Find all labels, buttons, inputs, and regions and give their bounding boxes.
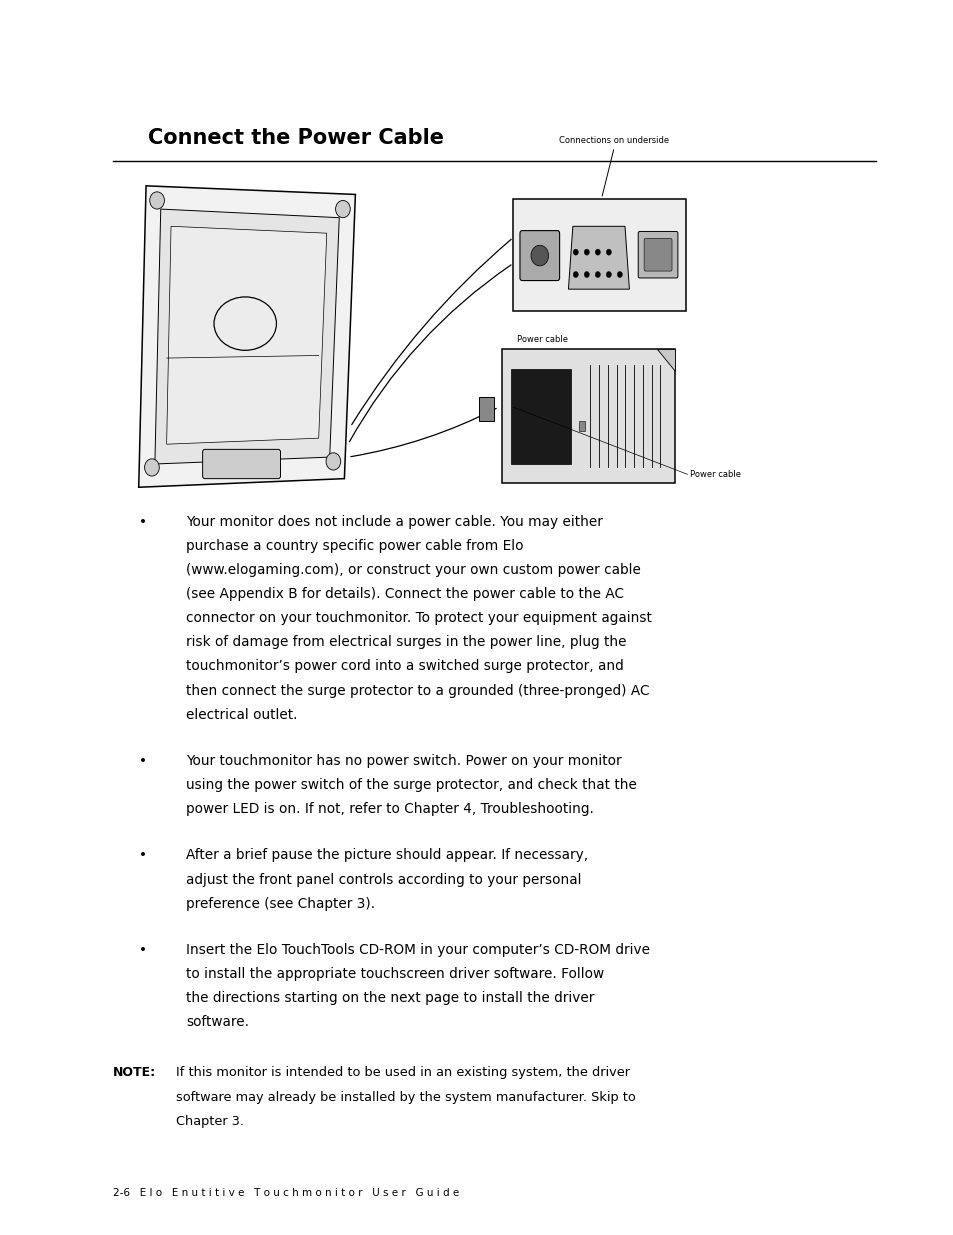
Circle shape bbox=[606, 272, 611, 278]
Text: then connect the surge protector to a grounded (three-pronged) AC: then connect the surge protector to a gr… bbox=[186, 684, 649, 698]
Circle shape bbox=[573, 272, 578, 278]
Text: Power cable: Power cable bbox=[689, 469, 740, 479]
Circle shape bbox=[531, 246, 548, 266]
Circle shape bbox=[583, 272, 589, 278]
Text: Power cable: Power cable bbox=[517, 335, 567, 343]
FancyBboxPatch shape bbox=[202, 450, 280, 479]
Text: power LED is on. If not, refer to Chapter 4, Troubleshooting.: power LED is on. If not, refer to Chapte… bbox=[186, 803, 594, 816]
Polygon shape bbox=[656, 350, 674, 370]
Polygon shape bbox=[568, 226, 629, 289]
FancyBboxPatch shape bbox=[638, 231, 678, 278]
Text: Your monitor does not include a power cable. You may either: Your monitor does not include a power ca… bbox=[186, 515, 602, 529]
Circle shape bbox=[583, 249, 589, 256]
Text: using the power switch of the surge protector, and check that the: using the power switch of the surge prot… bbox=[186, 778, 637, 792]
Text: connector on your touchmonitor. To protect your equipment against: connector on your touchmonitor. To prote… bbox=[186, 611, 651, 625]
Text: the directions starting on the next page to install the driver: the directions starting on the next page… bbox=[186, 992, 594, 1005]
Text: •: • bbox=[139, 515, 147, 529]
Text: •: • bbox=[139, 753, 147, 768]
Text: Your touchmonitor has no power switch. Power on your monitor: Your touchmonitor has no power switch. P… bbox=[186, 753, 621, 768]
Text: Connections on underside: Connections on underside bbox=[558, 136, 669, 146]
FancyBboxPatch shape bbox=[513, 199, 685, 311]
Text: Connect the Power Cable: Connect the Power Cable bbox=[148, 128, 443, 148]
Circle shape bbox=[150, 191, 164, 209]
Text: If this monitor is intended to be used in an existing system, the driver: If this monitor is intended to be used i… bbox=[176, 1067, 630, 1079]
Circle shape bbox=[573, 249, 578, 256]
Bar bbox=[478, 396, 493, 421]
Circle shape bbox=[335, 200, 350, 217]
Text: (see Appendix B for details). Connect the power cable to the AC: (see Appendix B for details). Connect th… bbox=[186, 588, 623, 601]
Bar bbox=[578, 421, 585, 431]
Polygon shape bbox=[138, 185, 355, 488]
Polygon shape bbox=[154, 209, 339, 464]
Text: purchase a country specific power cable from Elo: purchase a country specific power cable … bbox=[186, 538, 523, 553]
Text: After a brief pause the picture should appear. If necessary,: After a brief pause the picture should a… bbox=[186, 848, 588, 862]
FancyBboxPatch shape bbox=[519, 231, 559, 280]
Circle shape bbox=[145, 459, 159, 475]
Text: software.: software. bbox=[186, 1015, 249, 1029]
FancyBboxPatch shape bbox=[643, 238, 671, 272]
Text: 2-6   E l o   E n u t i t i v e   T o u c h m o n i t o r   U s e r   G u i d e: 2-6 E l o E n u t i t i v e T o u c h m … bbox=[112, 1188, 458, 1198]
Circle shape bbox=[606, 249, 611, 256]
Text: •: • bbox=[139, 944, 147, 957]
Text: to install the appropriate touchscreen driver software. Follow: to install the appropriate touchscreen d… bbox=[186, 967, 603, 981]
Text: risk of damage from electrical surges in the power line, plug the: risk of damage from electrical surges in… bbox=[186, 636, 626, 650]
Circle shape bbox=[595, 249, 599, 256]
Circle shape bbox=[617, 272, 621, 278]
Text: NOTE:: NOTE: bbox=[112, 1067, 155, 1079]
Bar bbox=[511, 369, 571, 464]
Text: preference (see Chapter 3).: preference (see Chapter 3). bbox=[186, 897, 375, 910]
Text: touchmonitor’s power cord into a switched surge protector, and: touchmonitor’s power cord into a switche… bbox=[186, 659, 623, 673]
Circle shape bbox=[595, 272, 599, 278]
Text: Insert the Elo TouchTools CD-ROM in your computer’s CD-ROM drive: Insert the Elo TouchTools CD-ROM in your… bbox=[186, 944, 649, 957]
FancyBboxPatch shape bbox=[502, 350, 674, 483]
Text: (www.elogaming.com), or construct your own custom power cable: (www.elogaming.com), or construct your o… bbox=[186, 563, 640, 577]
Text: software may already be installed by the system manufacturer. Skip to: software may already be installed by the… bbox=[176, 1091, 636, 1104]
Polygon shape bbox=[167, 226, 327, 445]
Text: electrical outlet.: electrical outlet. bbox=[186, 708, 297, 721]
Text: Chapter 3.: Chapter 3. bbox=[176, 1115, 244, 1128]
Text: •: • bbox=[139, 848, 147, 862]
Circle shape bbox=[326, 453, 340, 471]
Text: adjust the front panel controls according to your personal: adjust the front panel controls accordin… bbox=[186, 873, 581, 887]
